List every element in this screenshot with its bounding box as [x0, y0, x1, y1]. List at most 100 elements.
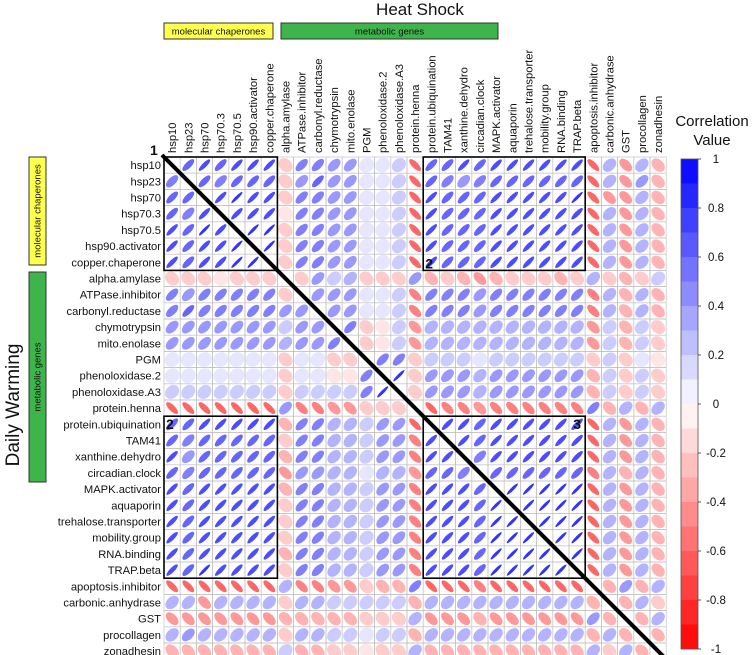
correlation-ellipse	[375, 222, 391, 238]
column-label-PGM: PGM	[362, 128, 374, 153]
correlation-ellipse	[343, 191, 357, 204]
correlation-ellipse	[231, 515, 243, 528]
correlation-ellipse	[441, 191, 454, 204]
correlation-ellipse	[457, 466, 470, 480]
correlation-ellipse	[457, 174, 471, 188]
correlation-ellipse	[311, 418, 325, 431]
correlation-ellipse	[440, 595, 455, 610]
correlation-ellipse	[310, 352, 326, 367]
correlation-ellipse	[587, 175, 600, 188]
correlation-ellipse	[635, 190, 649, 205]
correlation-ellipse	[214, 288, 227, 301]
correlation-ellipse	[375, 287, 391, 303]
correlation-ellipse	[635, 401, 649, 415]
correlation-ellipse	[602, 449, 617, 464]
correlation-ellipse	[375, 401, 390, 416]
correlation-ellipse	[571, 159, 583, 171]
correlation-ellipse	[263, 207, 276, 220]
correlation-ellipse	[278, 287, 293, 302]
correlation-ellipse	[651, 384, 666, 399]
correlation-ellipse	[441, 240, 454, 253]
correlation-ellipse	[635, 547, 649, 561]
correlation-ellipse	[278, 514, 293, 529]
correlation-ellipse	[213, 271, 229, 286]
correlation-ellipse	[489, 644, 503, 655]
correlation-ellipse	[214, 304, 227, 318]
correlation-ellipse	[247, 450, 260, 463]
correlation-ellipse	[587, 288, 600, 301]
correlation-ellipse	[166, 402, 179, 415]
correlation-ellipse	[359, 498, 374, 513]
correlation-ellipse	[587, 401, 600, 415]
correlation-ellipse	[602, 433, 617, 448]
correlation-ellipse	[538, 612, 552, 626]
correlation-ellipse	[651, 433, 665, 448]
correlation-ellipse	[521, 320, 536, 334]
correlation-ellipse	[521, 595, 536, 610]
correlation-ellipse	[263, 515, 276, 528]
correlation-ellipse	[457, 499, 470, 512]
correlation-ellipse	[571, 207, 583, 220]
correlation-ellipse	[198, 434, 211, 447]
correlation-ellipse	[359, 579, 374, 594]
correlation-ellipse	[554, 466, 567, 479]
correlation-ellipse	[263, 224, 275, 236]
correlation-ellipse	[506, 564, 518, 576]
correlation-ellipse	[166, 515, 178, 528]
correlation-ellipse	[166, 418, 179, 431]
correlation-ellipse	[635, 530, 649, 545]
correlation-ellipse	[571, 224, 583, 236]
row-label-aquaporin: aquaporin	[111, 500, 161, 512]
colorbar-swatch	[681, 502, 698, 527]
correlation-ellipse	[457, 159, 470, 171]
correlation-ellipse	[343, 288, 357, 302]
matrix-overlay: 1 2 2 3	[150, 142, 665, 655]
correlation-ellipse	[457, 483, 470, 495]
correlation-ellipse	[473, 272, 487, 285]
correlation-ellipse	[651, 595, 666, 610]
colorbar-swatch	[681, 159, 698, 184]
correlation-ellipse	[635, 158, 649, 172]
correlation-ellipse	[555, 434, 567, 447]
correlation-ellipse	[165, 612, 179, 626]
correlation-ellipse	[555, 515, 567, 528]
correlation-ellipse	[343, 466, 358, 480]
correlation-ellipse	[570, 288, 584, 301]
correlation-ellipse	[295, 256, 308, 269]
correlation-ellipse	[311, 320, 325, 334]
correlation-ellipse	[165, 304, 179, 318]
correlation-ellipse	[571, 499, 583, 511]
correlation-ellipse	[182, 531, 195, 544]
correlation-ellipse	[278, 563, 293, 578]
correlation-ellipse	[571, 240, 583, 252]
correlation-ellipse	[376, 417, 390, 431]
correlation-ellipse	[441, 515, 454, 528]
correlation-ellipse	[229, 352, 245, 367]
correlation-ellipse	[587, 304, 600, 318]
correlation-ellipse	[294, 595, 309, 610]
correlation-ellipse	[214, 548, 227, 560]
correlation-ellipse	[651, 320, 666, 335]
correlation-ellipse	[278, 206, 293, 222]
correlation-ellipse	[570, 401, 584, 415]
correlation-ellipse	[359, 238, 374, 254]
correlation-ellipse	[262, 644, 277, 655]
correlation-ellipse	[295, 515, 308, 528]
correlation-ellipse	[425, 548, 438, 560]
correlation-ellipse	[359, 287, 374, 303]
correlation-ellipse	[490, 580, 503, 593]
correlation-ellipse	[230, 628, 244, 642]
box-2-lower	[163, 415, 279, 580]
correlation-ellipse	[247, 191, 259, 204]
row-label-procollagen: procollagen	[103, 630, 161, 642]
correlation-ellipse	[618, 304, 633, 318]
correlation-ellipse	[311, 239, 325, 253]
correlation-ellipse	[441, 418, 454, 431]
correlation-ellipse	[587, 466, 600, 480]
correlation-ellipse	[506, 224, 519, 236]
correlation-ellipse	[198, 580, 211, 593]
correlation-ellipse	[197, 368, 212, 384]
correlation-ellipse	[441, 612, 454, 626]
correlation-ellipse	[651, 547, 665, 561]
correlation-ellipse	[197, 628, 212, 642]
